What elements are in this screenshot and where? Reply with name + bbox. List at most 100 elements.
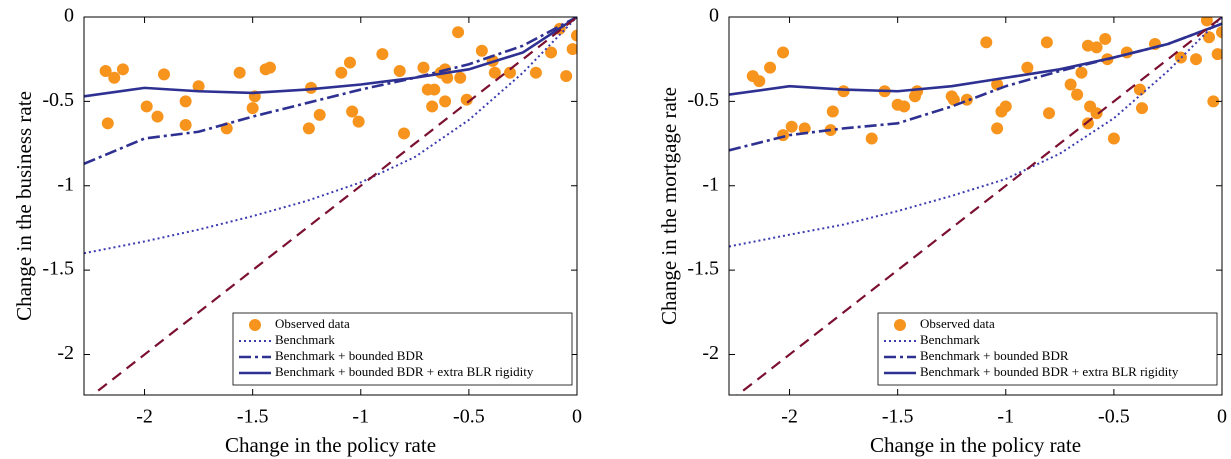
data-point bbox=[1064, 78, 1077, 91]
data-point bbox=[826, 105, 839, 118]
legend-marker bbox=[894, 319, 906, 331]
y-axis-label: Change in the mortgage rate bbox=[657, 87, 681, 325]
data-point bbox=[428, 83, 441, 96]
data-point bbox=[1075, 66, 1088, 79]
data-point bbox=[1021, 61, 1034, 74]
data-point bbox=[1190, 53, 1203, 66]
y-tick-label: -0.5 bbox=[42, 89, 74, 111]
line-series bbox=[729, 17, 1222, 248]
y-tick-label: 0 bbox=[64, 5, 74, 27]
data-point bbox=[151, 110, 164, 123]
data-point bbox=[798, 122, 811, 135]
data-point bbox=[393, 65, 406, 77]
x-tick-label: -0.5 bbox=[1098, 406, 1130, 428]
y-tick-label: -2 bbox=[57, 342, 74, 364]
legend-label: Benchmark + bounded BDR bbox=[920, 348, 1069, 363]
data-point bbox=[302, 122, 315, 135]
data-point bbox=[101, 117, 114, 130]
plot-area bbox=[84, 17, 577, 395]
y-axis-label: Change in the business rate bbox=[12, 91, 36, 321]
x-tick-label: -2 bbox=[136, 406, 153, 428]
data-point bbox=[108, 71, 121, 84]
data-point bbox=[346, 105, 359, 118]
data-point bbox=[1043, 107, 1056, 120]
data-point bbox=[439, 95, 452, 108]
data-point bbox=[488, 66, 501, 79]
legend-label: Benchmark + bounded BDR + extra BLR rigi… bbox=[920, 364, 1179, 379]
data-point bbox=[911, 85, 924, 98]
data-point bbox=[571, 29, 577, 42]
y-tick-label: -2 bbox=[702, 342, 719, 364]
line-series bbox=[90, 17, 577, 395]
axes-frame bbox=[83, 16, 578, 396]
data-point bbox=[991, 122, 1004, 135]
data-point bbox=[1090, 107, 1103, 120]
data-point bbox=[566, 43, 577, 56]
legend-label: Benchmark + bounded BDR + extra BLR rigi… bbox=[275, 364, 534, 379]
legend-label: Observed data bbox=[920, 316, 995, 331]
panel: -2 -1.5 -1 -0.5 0 0 -0.5 -1 -1.5 -2 Change in the … bbox=[12, 5, 582, 457]
y-tick-label: -1 bbox=[702, 173, 719, 195]
data-point bbox=[1135, 102, 1148, 115]
legend-label: Benchmark bbox=[275, 332, 335, 347]
data-point bbox=[777, 46, 790, 59]
data-point bbox=[1207, 95, 1220, 108]
data-point bbox=[398, 127, 411, 140]
legend-label: Observed data bbox=[275, 316, 350, 331]
data-point bbox=[753, 75, 766, 88]
y-tick-label: -1 bbox=[57, 173, 74, 195]
data-point bbox=[454, 71, 467, 84]
data-point bbox=[426, 100, 439, 113]
data-point bbox=[99, 65, 112, 77]
data-point bbox=[158, 68, 171, 81]
panel: -2 -1.5 -1 -0.5 0 0 -0.5 -1 -1.5 -2 Change in the … bbox=[657, 5, 1227, 457]
data-point bbox=[503, 66, 516, 79]
line-series bbox=[735, 17, 1222, 395]
data-point bbox=[1203, 31, 1216, 44]
data-point bbox=[1090, 41, 1103, 54]
data-point bbox=[417, 61, 430, 74]
x-tick-label: 0 bbox=[572, 406, 582, 428]
x-axis-label: Change in the policy rate bbox=[225, 433, 436, 457]
data-point bbox=[335, 66, 348, 79]
y-tick-label: 0 bbox=[709, 5, 719, 27]
data-point bbox=[140, 100, 153, 113]
x-axis-label: Change in the policy rate bbox=[870, 433, 1081, 457]
legend-box bbox=[232, 312, 573, 386]
data-point bbox=[233, 66, 246, 79]
data-point bbox=[529, 66, 542, 79]
data-point bbox=[1133, 83, 1146, 96]
x-tick-label: -0.5 bbox=[453, 406, 485, 428]
data-point bbox=[1099, 32, 1112, 45]
data-point bbox=[452, 26, 465, 39]
data-point bbox=[865, 132, 878, 145]
x-tick-label: -1.5 bbox=[882, 406, 914, 428]
data-point bbox=[560, 70, 573, 83]
legend-marker bbox=[249, 319, 261, 331]
data-point bbox=[192, 80, 205, 93]
data-point bbox=[1107, 132, 1120, 145]
legend-box bbox=[877, 312, 1218, 386]
data-point bbox=[1071, 88, 1084, 101]
legend-label: Benchmark + bounded BDR bbox=[275, 348, 424, 363]
line-series bbox=[84, 17, 577, 166]
line-series bbox=[84, 17, 577, 255]
data-point bbox=[475, 44, 488, 57]
data-point bbox=[116, 63, 129, 76]
x-tick-label: 0 bbox=[1217, 406, 1227, 428]
data-point bbox=[179, 95, 192, 108]
x-tick-label: -1.5 bbox=[237, 406, 269, 428]
data-point bbox=[246, 102, 259, 115]
data-point bbox=[980, 36, 993, 49]
data-point bbox=[777, 129, 790, 142]
data-point bbox=[837, 85, 850, 98]
data-point bbox=[999, 100, 1012, 113]
data-point bbox=[764, 61, 777, 74]
data-point bbox=[1040, 36, 1053, 49]
data-point bbox=[1216, 26, 1222, 39]
data-point bbox=[460, 93, 473, 106]
data-point bbox=[1200, 17, 1213, 27]
plot-area bbox=[729, 17, 1222, 395]
data-point bbox=[376, 48, 389, 61]
